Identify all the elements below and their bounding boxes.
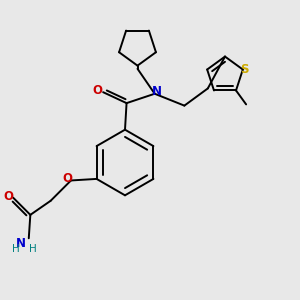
Text: N: N bbox=[16, 237, 26, 250]
Text: O: O bbox=[63, 172, 73, 185]
Text: S: S bbox=[240, 63, 249, 76]
Text: O: O bbox=[92, 84, 103, 97]
Text: H: H bbox=[12, 244, 20, 254]
Text: N: N bbox=[152, 85, 162, 98]
Text: O: O bbox=[4, 190, 14, 202]
Text: H: H bbox=[28, 244, 36, 254]
